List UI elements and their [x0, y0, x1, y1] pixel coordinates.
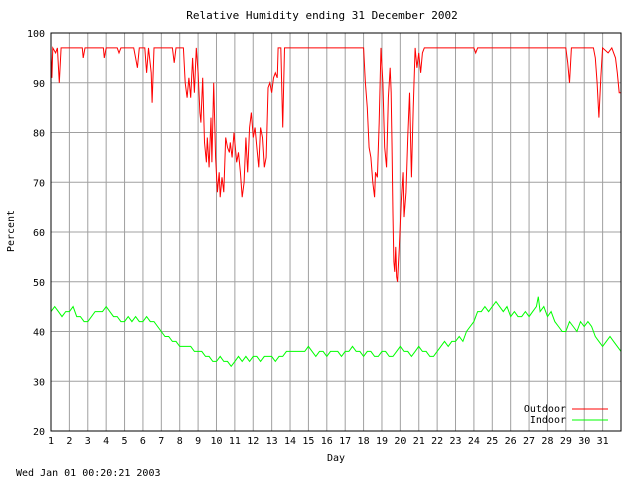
x-tick-label: 29: [560, 436, 572, 447]
x-tick-label: 19: [376, 436, 388, 447]
x-tick-label: 26: [505, 436, 517, 447]
footer-timestamp: Wed Jan 01 00:20:21 2003: [16, 468, 161, 479]
y-tick-label: 60: [33, 228, 45, 239]
x-tick-label: 9: [195, 436, 201, 447]
x-tick-label: 6: [140, 436, 146, 447]
series-line-indoor: [50, 296, 622, 368]
x-tick-label: 30: [578, 436, 590, 447]
x-tick-label: 31: [597, 436, 609, 447]
x-tick-label: 8: [177, 436, 183, 447]
x-tick-label: 14: [284, 436, 296, 447]
y-axis-label: Percent: [6, 210, 17, 252]
y-tick-label: 80: [33, 129, 45, 140]
series-line-outdoor: [50, 46, 621, 282]
x-tick-label: 22: [431, 436, 443, 447]
plot-frame: [50, 32, 622, 432]
legend-indoor-label: Indoor: [530, 415, 566, 426]
grid: [50, 32, 621, 432]
x-tick-label: 1: [48, 436, 54, 447]
x-axis-label: Day: [327, 453, 345, 464]
ticks: 1 2 3 4 5 6 7 8 9 10 11 12 13 14 15 16 17 18 19 20 21 22 23 24 2…: [27, 29, 609, 447]
y-tick-label: 100: [27, 29, 45, 40]
y-tick-label: 30: [33, 377, 45, 388]
x-tick-label: 12: [247, 436, 259, 447]
x-tick-label: 15: [302, 436, 314, 447]
legend-outdoor-label: Outdoor: [524, 404, 566, 415]
series-layer: [50, 46, 622, 368]
x-tick-label: 7: [158, 436, 164, 447]
x-tick-label: 10: [210, 436, 222, 447]
x-tick-label: 21: [413, 436, 425, 447]
x-tick-label: 4: [103, 436, 109, 447]
x-tick-label: 20: [394, 436, 406, 447]
y-tick-label: 40: [33, 328, 45, 339]
legend: Outdoor Indoor: [524, 404, 608, 426]
x-tick-label: 5: [122, 436, 128, 447]
y-tick-label: 90: [33, 79, 45, 90]
x-tick-label: 23: [449, 436, 461, 447]
x-tick-label: 16: [321, 436, 333, 447]
x-tick-label: 18: [358, 436, 370, 447]
x-tick-label: 11: [229, 436, 241, 447]
x-tick-label: 24: [468, 436, 480, 447]
x-tick-label: 28: [541, 436, 553, 447]
x-tick-label: 13: [266, 436, 278, 447]
y-tick-label: 20: [33, 427, 45, 438]
y-tick-label: 70: [33, 178, 45, 189]
x-tick-label: 25: [486, 436, 498, 447]
y-tick-label: 50: [33, 278, 45, 289]
x-tick-label: 3: [85, 436, 91, 447]
x-tick-label: 2: [66, 436, 72, 447]
chart-title: Relative Humidity ending 31 December 200…: [186, 9, 458, 22]
x-tick-label: 17: [339, 436, 351, 447]
x-tick-label: 27: [523, 436, 535, 447]
